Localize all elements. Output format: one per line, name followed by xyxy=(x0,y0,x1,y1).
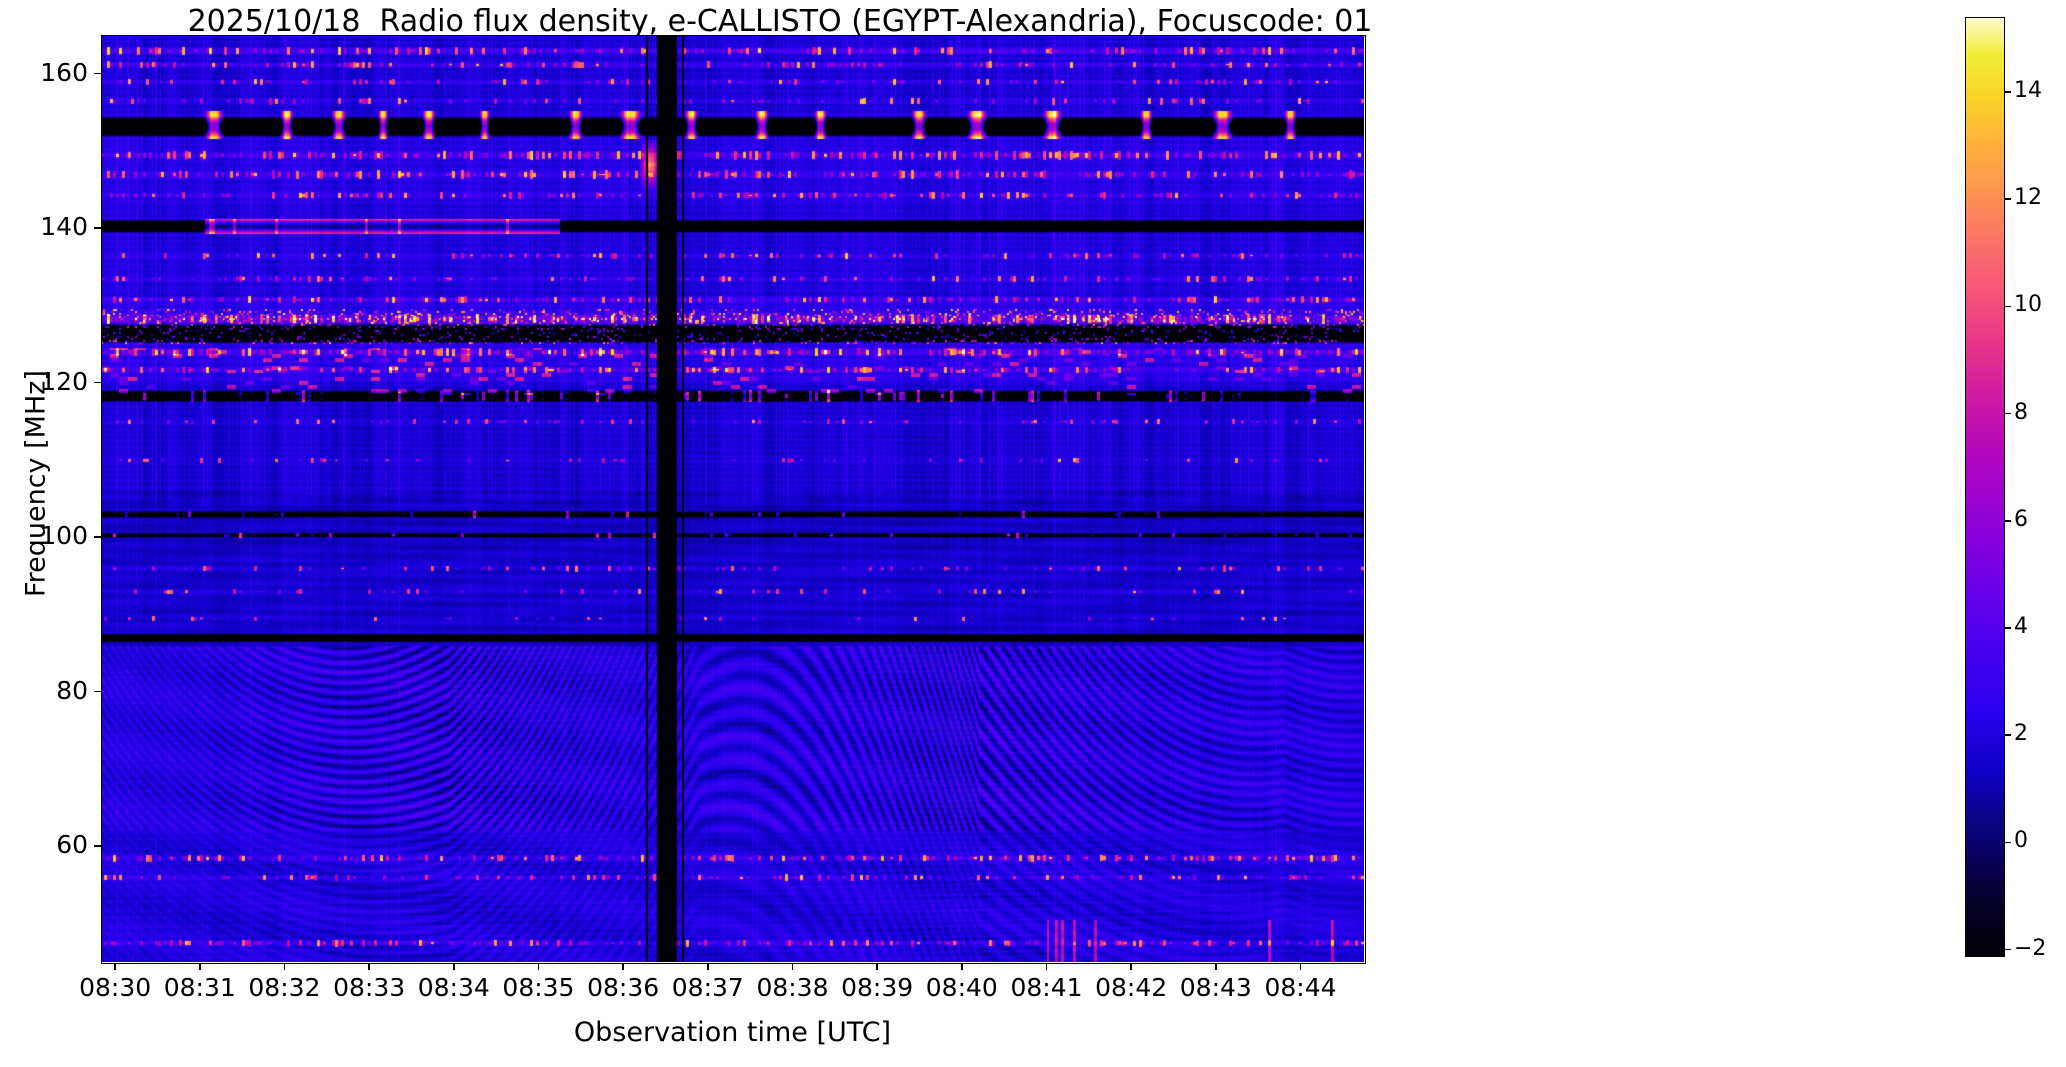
y-tick-mark xyxy=(94,227,101,229)
colorbar-tick-label: −2 xyxy=(2014,935,2047,961)
y-tick-mark xyxy=(94,845,101,847)
x-tick-mark xyxy=(368,963,370,970)
x-tick-mark xyxy=(707,963,709,970)
x-tick-label: 08:38 xyxy=(756,973,829,1002)
x-tick-label: 08:32 xyxy=(248,973,321,1002)
colorbar-tick-mark xyxy=(2004,734,2011,737)
x-axis-label: Observation time [UTC] xyxy=(573,1017,892,1048)
colorbar xyxy=(1965,17,2005,957)
y-tick-label: 160 xyxy=(40,57,88,87)
colorbar-tick-label: 14 xyxy=(2014,78,2042,104)
x-tick-label: 08:44 xyxy=(1264,973,1337,1002)
colorbar-tick-mark xyxy=(2004,412,2011,415)
colorbar-tick-label: 4 xyxy=(2014,614,2028,640)
colorbar-tick-mark xyxy=(2004,841,2011,844)
colorbar-tick-label: 0 xyxy=(2014,828,2028,854)
x-tick-label: 08:37 xyxy=(671,973,744,1002)
x-tick-label: 08:36 xyxy=(587,973,660,1002)
x-tick-mark xyxy=(1045,963,1048,970)
x-tick-mark xyxy=(791,963,794,970)
y-tick-label: 140 xyxy=(40,212,88,242)
y-tick-mark xyxy=(94,72,101,75)
colorbar-tick-label: 2 xyxy=(2014,721,2028,747)
x-tick-label: 08:43 xyxy=(1179,973,1252,1002)
y-tick-mark xyxy=(94,536,101,538)
x-tick-mark xyxy=(283,963,286,970)
spectrogram-image xyxy=(101,35,1364,962)
x-tick-label: 08:30 xyxy=(79,973,152,1002)
colorbar-tick-mark xyxy=(2004,305,2011,308)
y-tick-label: 100 xyxy=(40,521,88,551)
colorbar-tick-mark xyxy=(2004,948,2011,951)
x-tick-label: 08:42 xyxy=(1095,973,1168,1002)
colorbar-tick-mark xyxy=(2004,91,2011,93)
spectrogram-plot-area[interactable] xyxy=(101,35,1364,962)
x-tick-mark xyxy=(114,963,116,970)
y-axis-label: Frequency [MHz] xyxy=(20,370,52,597)
x-tick-label: 08:35 xyxy=(502,973,575,1002)
x-tick-mark xyxy=(1215,963,1217,970)
x-tick-label: 08:34 xyxy=(417,973,490,1002)
y-tick-label: 60 xyxy=(56,830,88,860)
colorbar-tick-label: 6 xyxy=(2014,506,2028,532)
colorbar-tick-label: 8 xyxy=(2014,399,2028,425)
page-title: 2025/10/18 Radio flux density, e-CALLIST… xyxy=(187,4,1373,39)
colorbar-tick-label: 12 xyxy=(2014,185,2042,211)
colorbar-tick-mark xyxy=(2004,198,2011,201)
x-tick-mark xyxy=(961,963,963,970)
x-tick-mark xyxy=(537,963,540,970)
x-tick-label: 08:33 xyxy=(333,973,406,1002)
x-tick-label: 08:31 xyxy=(163,973,236,1002)
x-tick-label: 08:40 xyxy=(925,973,998,1002)
x-tick-mark xyxy=(452,963,455,970)
y-tick-mark xyxy=(94,381,101,384)
x-tick-label: 08:41 xyxy=(1010,973,1083,1002)
x-tick-mark xyxy=(622,963,624,970)
y-tick-label: 80 xyxy=(56,675,88,705)
x-tick-mark xyxy=(198,963,201,970)
y-tick-label: 120 xyxy=(40,366,88,396)
x-tick-mark xyxy=(876,963,878,970)
x-tick-mark xyxy=(1299,963,1302,970)
y-tick-mark xyxy=(94,690,101,693)
colorbar-tick-label: 10 xyxy=(2014,292,2042,318)
colorbar-tick-mark xyxy=(2004,627,2011,629)
colorbar-tick-mark xyxy=(2004,520,2011,522)
x-tick-mark xyxy=(1130,963,1132,970)
x-tick-label: 08:39 xyxy=(841,973,914,1002)
